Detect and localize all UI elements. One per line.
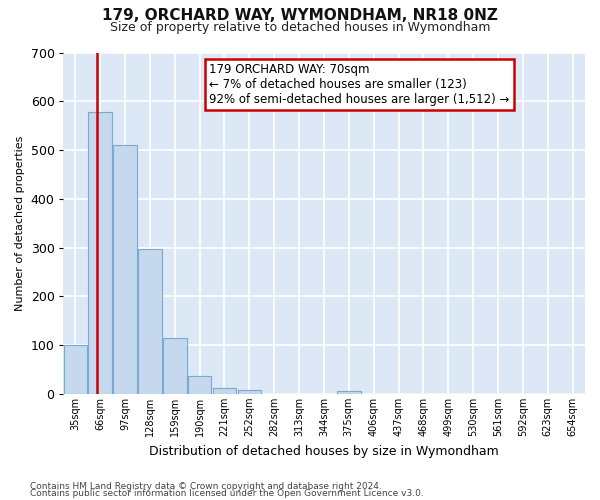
Bar	[64, 345, 87, 394]
Text: Size of property relative to detached houses in Wymondham: Size of property relative to detached ho…	[110, 21, 490, 34]
Text: 179 ORCHARD WAY: 70sqm
← 7% of detached houses are smaller (123)
92% of semi-det: 179 ORCHARD WAY: 70sqm ← 7% of detached …	[209, 62, 509, 106]
Y-axis label: Number of detached properties: Number of detached properties	[15, 136, 25, 311]
Bar	[88, 112, 112, 394]
Text: Contains HM Land Registry data © Crown copyright and database right 2024.: Contains HM Land Registry data © Crown c…	[30, 482, 382, 491]
Bar	[138, 248, 162, 394]
Text: 179, ORCHARD WAY, WYMONDHAM, NR18 0NZ: 179, ORCHARD WAY, WYMONDHAM, NR18 0NZ	[102, 8, 498, 22]
Bar	[188, 376, 211, 394]
Bar	[212, 388, 236, 394]
X-axis label: Distribution of detached houses by size in Wymondham: Distribution of detached houses by size …	[149, 444, 499, 458]
Bar	[113, 145, 137, 394]
Bar	[163, 338, 187, 394]
Bar	[337, 391, 361, 394]
Bar	[238, 390, 261, 394]
Text: Contains public sector information licensed under the Open Government Licence v3: Contains public sector information licen…	[30, 490, 424, 498]
